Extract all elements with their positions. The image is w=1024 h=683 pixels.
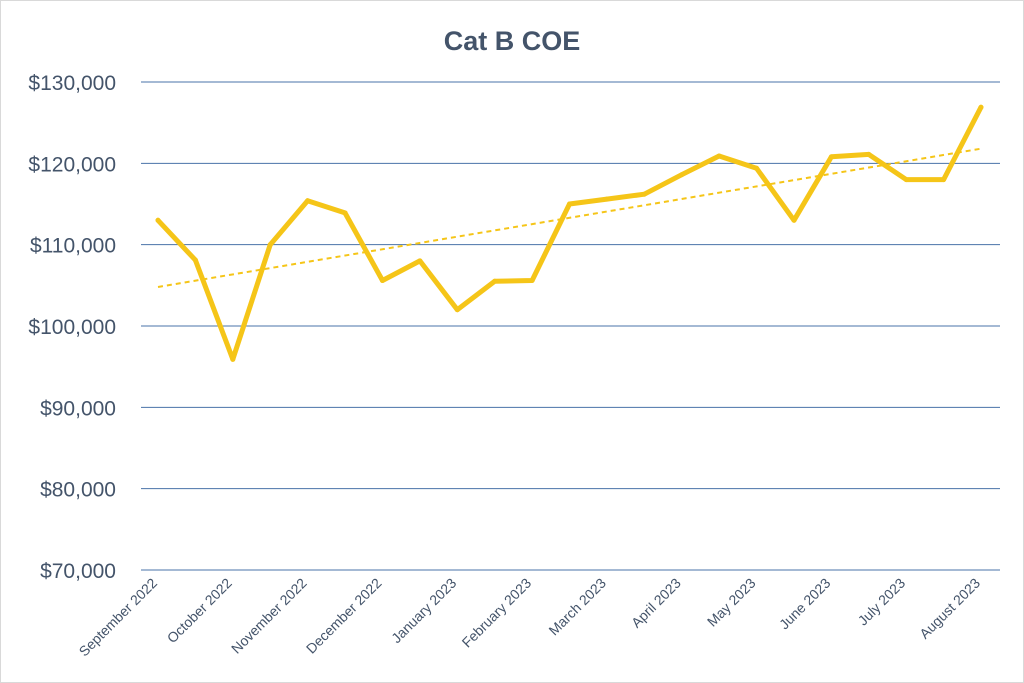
data-point — [604, 196, 610, 202]
chart-title: Cat B COE — [443, 26, 581, 56]
data-point — [866, 151, 872, 157]
y-tick-label: $110,000 — [30, 235, 116, 258]
y-tick-label: $90,000 — [40, 397, 116, 420]
data-point — [379, 277, 385, 283]
y-tick-label: $80,000 — [40, 479, 116, 502]
x-tick-label: October 2022 — [164, 575, 235, 646]
data-point — [155, 217, 161, 223]
y-tick-label: $120,000 — [28, 153, 116, 176]
data-point — [305, 198, 311, 204]
data-point — [192, 257, 198, 263]
data-point — [941, 177, 947, 183]
data-point — [978, 104, 984, 110]
trendline — [157, 147, 982, 288]
data-point — [567, 201, 572, 207]
x-tick-label: August 2023 — [916, 575, 983, 642]
x-tick-label: May 2023 — [704, 575, 759, 630]
data-point — [529, 277, 535, 283]
data-point — [754, 165, 760, 171]
data-point — [679, 172, 685, 178]
x-tick-label: June 2023 — [776, 575, 834, 633]
x-tick-label: April 2023 — [628, 575, 684, 631]
data-point — [641, 191, 647, 197]
y-tick-label: $70,000 — [40, 560, 116, 583]
y-tick-label: $130,000 — [28, 72, 116, 95]
x-tick-label: December 2022 — [303, 575, 385, 657]
data-point — [791, 217, 797, 223]
data-point — [267, 242, 273, 248]
x-tick-label: February 2023 — [459, 575, 535, 651]
data-point — [716, 153, 722, 159]
data-point — [903, 177, 909, 183]
y-tick-label: $100,000 — [28, 316, 116, 339]
x-tick-label: September 2022 — [76, 575, 161, 660]
data-point — [828, 154, 834, 160]
x-tick-label: January 2023 — [388, 575, 459, 646]
data-point — [492, 278, 498, 284]
x-tick-label: November 2022 — [228, 575, 310, 657]
data-point — [342, 210, 348, 216]
data-point — [454, 307, 460, 313]
x-tick-label: July 2023 — [855, 575, 909, 629]
series-line — [155, 104, 984, 362]
data-point — [417, 258, 423, 264]
x-tick-label: March 2023 — [545, 575, 609, 639]
data-point — [230, 356, 236, 362]
